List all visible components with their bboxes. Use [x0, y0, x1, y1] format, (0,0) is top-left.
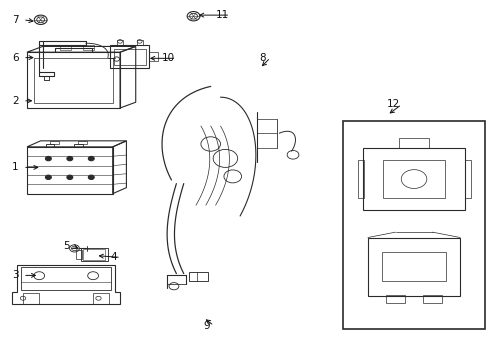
Circle shape: [67, 156, 73, 161]
Bar: [76, 251, 82, 258]
Circle shape: [88, 175, 94, 179]
Bar: [60, 45, 71, 48]
Circle shape: [88, 156, 94, 161]
Bar: [23, 293, 39, 304]
Text: 11: 11: [216, 10, 229, 20]
Bar: [93, 293, 109, 304]
Bar: [74, 144, 83, 147]
Text: 5: 5: [63, 241, 70, 251]
Bar: [81, 248, 108, 261]
Bar: [137, 40, 143, 45]
Bar: [78, 140, 87, 144]
Bar: [343, 121, 485, 329]
Bar: [27, 147, 113, 194]
Bar: [423, 295, 442, 303]
Text: 12: 12: [387, 99, 400, 109]
Bar: [83, 48, 94, 50]
Bar: [189, 272, 208, 281]
Text: 8: 8: [260, 53, 267, 63]
Bar: [110, 45, 149, 68]
Bar: [83, 45, 94, 48]
Bar: [50, 140, 58, 144]
Bar: [386, 295, 405, 303]
Bar: [34, 58, 113, 103]
Bar: [46, 144, 54, 147]
Bar: [382, 252, 446, 282]
Bar: [358, 160, 364, 198]
Text: 4: 4: [110, 252, 117, 262]
Bar: [60, 48, 71, 50]
Text: 7: 7: [12, 15, 19, 25]
Circle shape: [46, 156, 51, 161]
Circle shape: [67, 175, 73, 179]
Bar: [83, 249, 105, 260]
Text: 6: 6: [12, 53, 19, 63]
Bar: [149, 52, 158, 61]
Bar: [465, 160, 471, 198]
Text: 10: 10: [162, 53, 175, 63]
Text: 9: 9: [203, 321, 210, 331]
Bar: [114, 49, 146, 65]
Circle shape: [46, 175, 51, 179]
Bar: [363, 148, 465, 210]
Text: 3: 3: [12, 270, 19, 280]
Text: 1: 1: [12, 162, 19, 172]
Bar: [368, 238, 460, 296]
Bar: [383, 160, 445, 198]
Text: 2: 2: [12, 96, 19, 106]
Bar: [399, 138, 429, 148]
Bar: [27, 52, 120, 108]
Bar: [21, 267, 111, 290]
Bar: [117, 40, 123, 45]
